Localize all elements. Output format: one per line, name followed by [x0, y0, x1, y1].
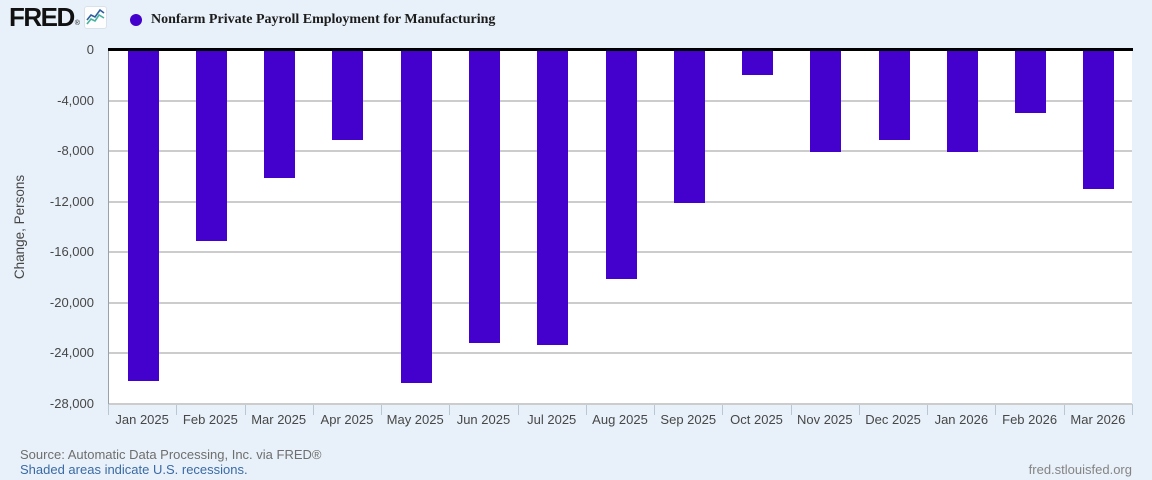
x-tick-mark — [585, 404, 587, 415]
bar[interactable] — [810, 50, 842, 153]
bar[interactable] — [742, 50, 774, 76]
bar[interactable] — [468, 50, 500, 344]
series-title[interactable]: Nonfarm Private Payroll Employment for M… — [151, 12, 496, 27]
x-axis-tick-label: Jul 2025 — [527, 412, 577, 427]
y-axis-tick-label: -8,000 — [57, 143, 94, 159]
fred-sparkline-icon — [83, 6, 107, 29]
x-tick-mark — [927, 404, 929, 415]
x-tick-mark — [1132, 404, 1133, 415]
y-axis-tick-label: -28,000 — [49, 396, 94, 411]
gridline — [109, 301, 1132, 304]
x-axis-tick-label: Aug 2025 — [592, 412, 648, 427]
site-link[interactable]: fred.stlouisfed.org — [1028, 462, 1132, 477]
legend: Nonfarm Private Payroll Employment for M… — [130, 12, 495, 28]
y-axis-tick-label: -4,000 — [57, 92, 94, 108]
x-tick-mark — [517, 404, 519, 415]
gridline — [109, 352, 1132, 355]
bar[interactable] — [537, 50, 569, 345]
x-axis: Jan 2025 Feb 2025 Mar 2025 Apr 2025 May 2025… — [108, 412, 1132, 430]
x-tick-mark — [244, 404, 246, 415]
bar[interactable] — [1083, 50, 1115, 190]
bar[interactable] — [332, 50, 364, 140]
x-axis-tick-label: Jun 2025 — [456, 412, 511, 427]
zero-line — [108, 48, 1133, 51]
x-axis-ticks — [108, 404, 1133, 415]
y-axis-tick-label: 0 — [86, 42, 94, 57]
fred-logo[interactable]: FRED ® — [9, 2, 107, 32]
bar[interactable] — [400, 50, 432, 383]
bar[interactable] — [127, 50, 159, 382]
series-marker-icon — [130, 14, 142, 26]
x-axis-tick-label: Oct 2025 — [730, 412, 783, 427]
x-axis-tick-label: Feb 2025 — [182, 412, 238, 427]
registered-trademark: ® — [74, 20, 80, 27]
x-tick-mark — [1063, 404, 1065, 415]
x-axis-tick-label: May 2025 — [386, 412, 444, 427]
x-tick-mark — [722, 404, 724, 415]
gridline — [109, 403, 1132, 405]
bar[interactable] — [878, 50, 910, 140]
x-axis-tick-label: Nov 2025 — [796, 412, 853, 427]
y-axis-tick-label: -12,000 — [49, 193, 94, 209]
y-axis-tick-label: -16,000 — [49, 244, 94, 260]
x-tick-mark — [381, 404, 383, 415]
bar[interactable] — [605, 50, 637, 279]
x-axis-tick-label: Sep 2025 — [660, 412, 717, 427]
plot-area — [108, 48, 1133, 405]
x-tick-mark — [108, 404, 109, 415]
x-axis-tick-label: Feb 2026 — [1002, 412, 1058, 427]
y-axis-tick-label: -24,000 — [49, 345, 94, 361]
x-tick-mark — [312, 404, 314, 415]
source-note: Source: Automatic Data Processing, Inc. … — [20, 447, 322, 462]
x-axis-tick-label: Jan 2025 — [115, 412, 169, 427]
x-axis-tick-label: Mar 2026 — [1070, 412, 1126, 427]
x-tick-mark — [654, 404, 656, 415]
x-tick-mark — [858, 404, 860, 415]
x-tick-mark — [995, 404, 997, 415]
x-tick-mark — [790, 404, 792, 415]
x-tick-mark — [449, 404, 451, 415]
bar[interactable] — [1015, 50, 1047, 114]
x-axis-tick-label: Mar 2025 — [251, 412, 307, 427]
fred-wordmark: FRED — [9, 2, 75, 32]
y-axis: 0 -4,000 -8,000 -12,000 -16,000 -20,000 -24,00… — [0, 42, 100, 411]
recessions-link[interactable]: Shaded areas indicate U.S. recessions. — [20, 462, 248, 477]
bar[interactable] — [264, 50, 296, 178]
bar[interactable] — [673, 50, 705, 203]
x-axis-tick-label: Jan 2026 — [934, 412, 989, 427]
bar[interactable] — [195, 50, 227, 241]
x-axis-tick-label: Apr 2025 — [320, 412, 374, 427]
y-axis-tick-label: -20,000 — [49, 294, 94, 310]
bar[interactable] — [946, 50, 978, 153]
x-axis-tick-label: Dec 2025 — [865, 412, 921, 427]
x-tick-mark — [176, 404, 178, 415]
